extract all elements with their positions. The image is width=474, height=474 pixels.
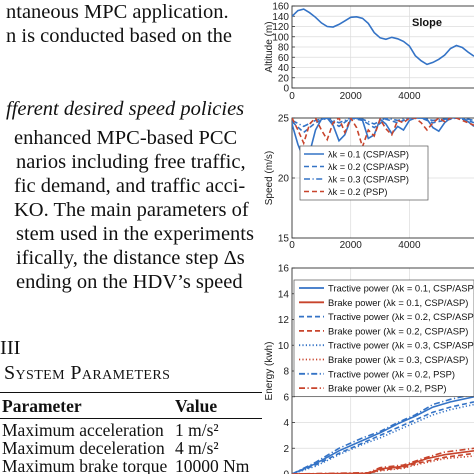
- body-line-1: ntaneous MPC application.: [6, 1, 229, 23]
- xtick-label-0: 0: [289, 91, 295, 102]
- body-line-8: ifically, the distance step Δs: [16, 247, 245, 269]
- series-line-4: [292, 452, 474, 474]
- legend-label-2: Brake power (λk = 0.1, CSP/ASP): [328, 297, 468, 308]
- ytick-label-2: 4: [283, 418, 289, 429]
- ytick-label-0: 0: [283, 84, 289, 95]
- series-line-4: [292, 118, 474, 150]
- series-line-3: [292, 401, 474, 474]
- ytick-label-7: 140: [272, 12, 289, 23]
- legend-label-7: Tractive power (λk = 0.2, PSP): [328, 368, 455, 379]
- ytick-label-3: 60: [278, 53, 290, 64]
- table-caption: System Parameters: [4, 362, 171, 384]
- series-line-1: [292, 8, 474, 66]
- chart-panel-3: 0 2 4 6 8 10 12 14 16 Energy (kwh) Tractive power …: [264, 264, 474, 474]
- table-row-2-value: 4 m/s²: [175, 438, 219, 458]
- series-group: [292, 393, 474, 474]
- table-header-rule: [0, 418, 262, 419]
- ytick-label-0: 0: [283, 470, 289, 474]
- legend-label-3: Tractive power (λk = 0.2, CSP/ASP): [328, 311, 474, 322]
- body-line-3: enhanced MPC-based PCC: [14, 127, 238, 149]
- body-line-2: n is conducted based on the: [6, 25, 233, 47]
- ytick-label-2: 40: [278, 63, 290, 74]
- xtick-label-2: 4000: [398, 240, 421, 251]
- ytick-label-4: 80: [278, 43, 290, 54]
- legend-label-8: Brake power (λk = 0.2, PSP): [328, 383, 447, 394]
- legend-label-1: λk = 0.1 (CSP/ASP): [328, 150, 409, 160]
- ytick-label-3: 6: [283, 392, 289, 403]
- paper-text-column: ntaneous MPC application. n is conducted…: [0, 1, 262, 474]
- series-group: [292, 8, 474, 66]
- xtick-label-1: 2000: [340, 91, 363, 102]
- body-line-9: ending on the HDV’s speed: [16, 271, 243, 293]
- ytick-label-8: 16: [278, 264, 290, 275]
- ytick-label-5: 10: [278, 341, 290, 352]
- table-row-3-parameter: Maximum brake torque: [2, 456, 168, 474]
- table-row-3-value: 10000 Nm: [175, 456, 250, 474]
- table-row-1-parameter: Maximum acceleration: [2, 420, 164, 440]
- legend-label-2: λk = 0.2 (CSP/ASP): [328, 162, 409, 172]
- legend-label-3: λk = 0.3 (CSP/ASP): [328, 175, 409, 185]
- figure-column: 0 20 40 60 80 100 120 140 160 0 2000 4000 Altitude (…: [262, 0, 474, 474]
- series-line-6: [292, 455, 474, 474]
- ytick-label-1: 2: [283, 444, 289, 455]
- chart-title: Slope: [412, 17, 442, 29]
- ytick-label-2: 25: [278, 114, 290, 125]
- ytick-label-1: 20: [278, 174, 290, 185]
- series-line-5: [292, 403, 474, 474]
- ylabel: Energy (kwh): [264, 342, 275, 401]
- ylabel: Altitude (m): [264, 21, 275, 72]
- legend-label-4: Brake power (λk = 0.2, CSP/ASP): [328, 325, 468, 336]
- body-line-4: narios including free traffic,: [16, 151, 246, 173]
- legend-label-1: Tractive power (λk = 0.1, CSP/ASP): [328, 283, 474, 294]
- legend-label-4: λk = 0.2 (PSP): [328, 187, 388, 197]
- table-top-rule: [0, 392, 262, 394]
- ytick-label-6: 120: [272, 22, 289, 33]
- xtick-label-0: 0: [289, 240, 295, 251]
- ytick-label-0: 15: [278, 234, 290, 245]
- xtick-label-1: 2000: [340, 240, 363, 251]
- body-line-7: stem used in the experiments: [16, 223, 254, 245]
- series-group: [292, 118, 474, 161]
- ytick-label-8: 160: [272, 2, 289, 13]
- ytick-label-6: 12: [278, 315, 290, 326]
- series-line-8: [292, 447, 474, 474]
- series-line-1: [292, 396, 474, 474]
- table-number: III: [0, 337, 21, 359]
- table-header-parameter: Parameter: [2, 396, 82, 416]
- ytick-label-5: 100: [272, 32, 289, 43]
- chart-panel-2: 15 20 25 0 2000 4000 Speed (m/s) λk = 0.1 (CSP/…: [264, 114, 474, 251]
- ytick-label-4: 8: [283, 367, 289, 378]
- series-line-7: [292, 393, 474, 474]
- legend-label-5: Tractive power (λk = 0.3, CSP/ASP): [328, 340, 474, 351]
- legend-label-6: Brake power (λk = 0.3, CSP/ASP): [328, 354, 468, 365]
- xtick-label-2: 4000: [398, 91, 421, 102]
- ylabel: Speed (m/s): [264, 151, 275, 205]
- table-header-value: Value: [175, 396, 218, 416]
- ytick-label-7: 14: [278, 289, 290, 300]
- legend-box: [293, 279, 474, 397]
- subsection-heading: fferent desired speed policies: [6, 98, 245, 120]
- body-line-5: fic demand, and traffic acci-: [14, 175, 246, 197]
- ytick-label-1: 20: [278, 73, 290, 84]
- body-line-6: KO. The main parameters of: [14, 199, 249, 221]
- table-row-2-parameter: Maximum deceleration: [2, 438, 165, 458]
- table-row-1-value: 1 m/s²: [175, 420, 219, 440]
